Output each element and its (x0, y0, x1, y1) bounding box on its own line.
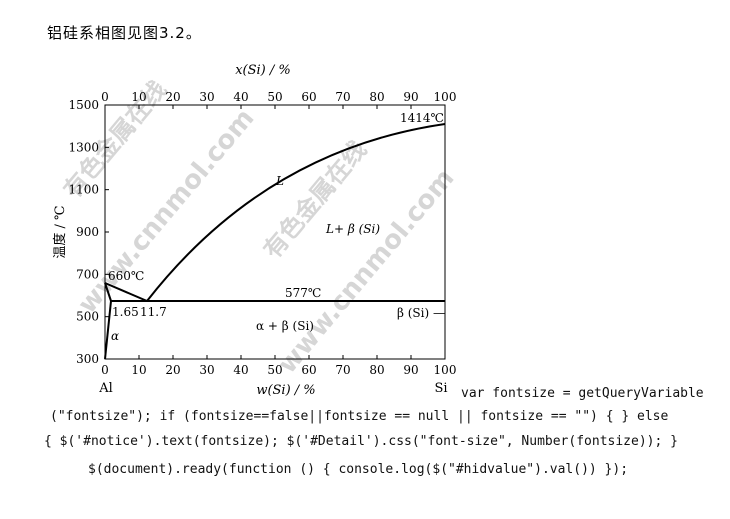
bottom-tick-label: 70 (335, 363, 350, 377)
top-tick-label: 60 (301, 90, 316, 104)
top-tick-label: 20 (165, 90, 180, 104)
bottom-tick-label: 20 (165, 363, 180, 377)
top-tick-label: 50 (267, 90, 282, 104)
bottom-tick-label: 80 (369, 363, 384, 377)
al-si-phase-diagram: www.cnnmol.com www.cnnmol.com 有色金属在线 有色金… (50, 60, 458, 400)
bottom-tick-label: 10 (131, 363, 146, 377)
bottom-tick-label: 0 (101, 363, 109, 377)
y-tick-label: 1300 (68, 140, 99, 154)
liquidus-si-side (146, 123, 446, 302)
bottom-tick-label: 100 (434, 363, 457, 377)
code-line-3: { $('#notice').text(fontsize); $('#Detai… (44, 434, 678, 449)
solidus-alpha (104, 282, 112, 302)
si-melting-label: 1414℃ (400, 111, 444, 125)
bottom-tick-label: 60 (301, 363, 316, 377)
code-line-1: var fontsize = getQueryVariable (461, 386, 704, 401)
top-tick-label: 40 (233, 90, 248, 104)
al-melting-label: 660℃ (108, 269, 144, 283)
heading-text: 铝硅系相图见图3.2。 (47, 24, 202, 42)
y-tick-label: 300 (76, 352, 99, 366)
right-element-label: Si (434, 381, 447, 396)
y-tick-label: 500 (76, 310, 99, 324)
alpha-label: α (111, 329, 119, 343)
bottom-tick-label: 90 (403, 363, 418, 377)
eutectic-temp-label: 577℃ (285, 286, 321, 300)
eutectic-comp-label: 11.7 (140, 305, 167, 319)
bottom-axis-label: w(Si) / % (256, 383, 315, 398)
y-tick-label: 700 (76, 267, 99, 281)
top-tick-label: 80 (369, 90, 384, 104)
bottom-tick-label: 30 (199, 363, 214, 377)
top-axis-label: x(Si) / % (235, 63, 291, 78)
left-element-label: Al (98, 381, 113, 396)
alpha-beta-label: α + β (Si) (256, 319, 314, 333)
liquidus-al-side (104, 282, 148, 302)
y-tick-label: 1500 (68, 98, 99, 112)
y-tick-label: 1100 (68, 183, 99, 197)
top-tick-label: 70 (335, 90, 350, 104)
beta-si-label: β (Si) — (397, 306, 445, 320)
bottom-tick-label: 50 (267, 363, 282, 377)
code-line-4: $(document).ready(function () { console.… (88, 462, 629, 477)
bottom-tick-label: 40 (233, 363, 248, 377)
top-tick-label: 100 (434, 90, 457, 104)
top-tick-label: 10 (131, 90, 146, 104)
liquid-beta-label: L+ β (Si) (325, 222, 380, 236)
y-axis-label: 温度 / ℃ (52, 205, 68, 258)
solubility-label: 1.65 (112, 305, 139, 319)
code-line-2: ("fontsize"); if (fontsize==false||fonts… (50, 409, 669, 424)
y-tick-label: 900 (76, 225, 99, 239)
top-tick-label: 30 (199, 90, 214, 104)
solvus-alpha (104, 300, 112, 360)
svg-text:有色金属在线: 有色金属在线 (258, 136, 372, 264)
liquid-label: L (275, 174, 284, 188)
top-tick-label: 90 (403, 90, 418, 104)
top-tick-label: 0 (101, 90, 109, 104)
